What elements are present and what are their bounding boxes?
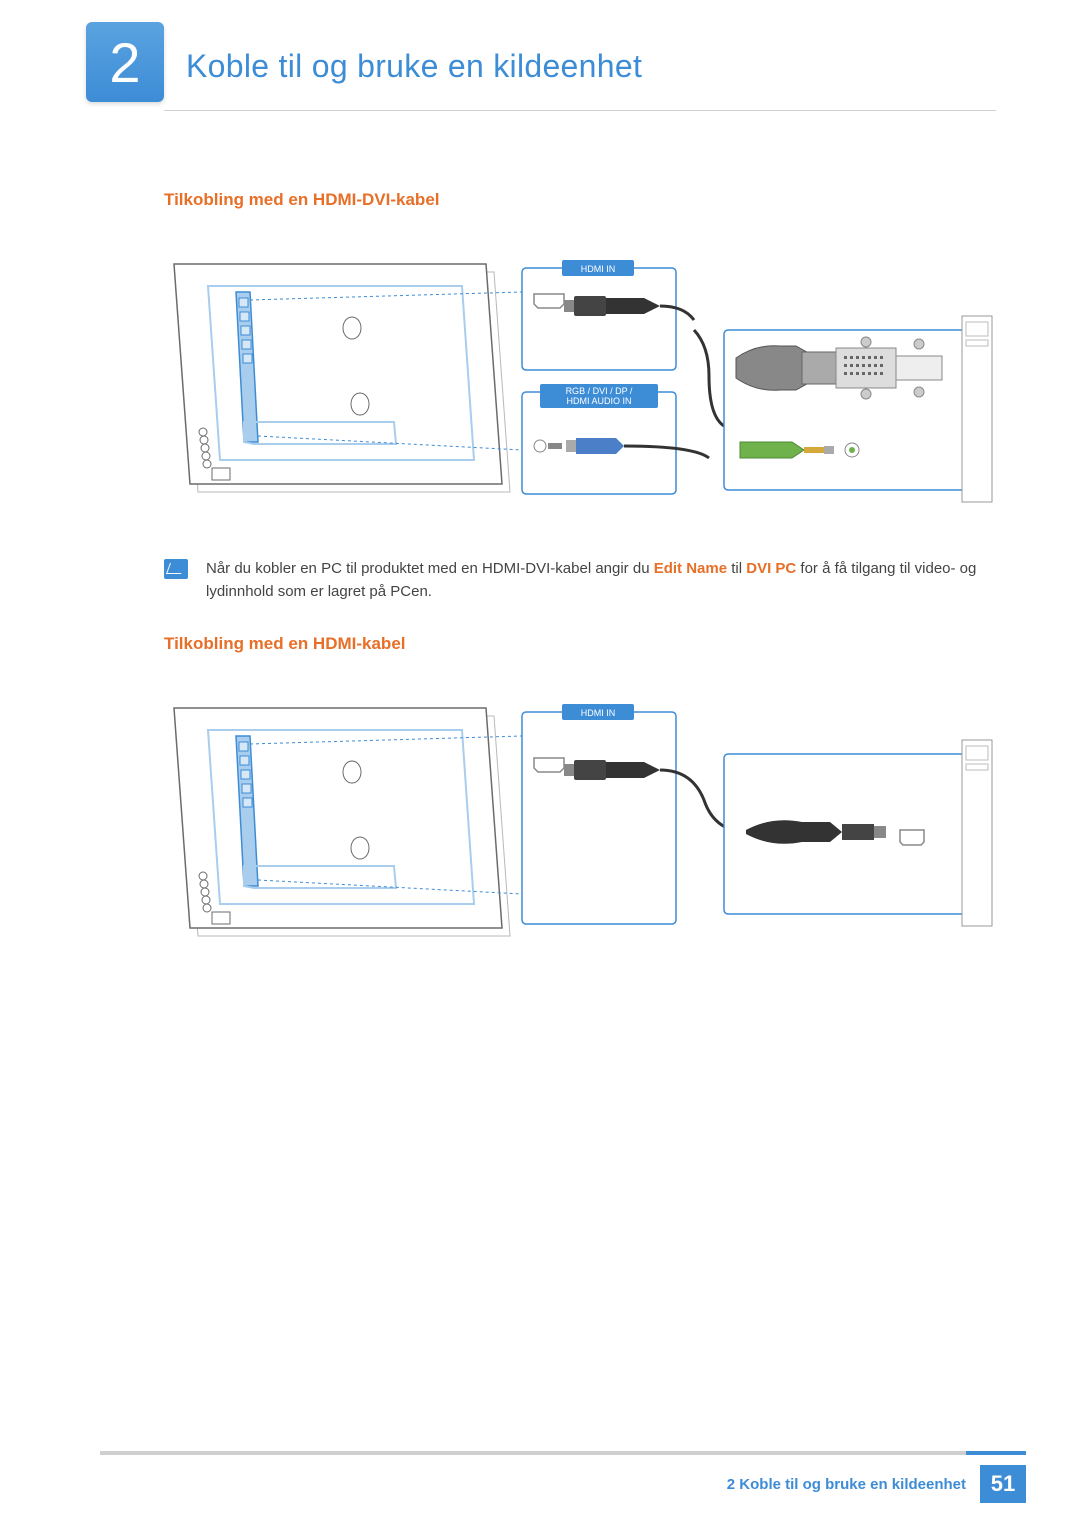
chapter-number: 2 — [109, 30, 140, 95]
header-divider — [164, 110, 996, 111]
page-content: Tilkobling med en HDMI-DVI-kabel — [164, 190, 996, 1001]
diagram-hdmi: HDMI IN — [164, 690, 996, 965]
section-heading-hdmi: Tilkobling med en HDMI-kabel — [164, 634, 996, 654]
page-number-badge: 51 — [980, 1465, 1026, 1503]
hdmi-in-label: HDMI IN — [581, 264, 616, 274]
note-icon — [164, 559, 188, 579]
audio-in-label-1: RGB / DVI / DP / — [566, 386, 633, 396]
diagram-hdmi-dvi: HDMI IN RGB / DVI / DP / HDMI AUDIO IN — [164, 246, 996, 521]
note-text: Når du kobler en PC til produktet med en… — [206, 557, 996, 604]
note-block: Når du kobler en PC til produktet med en… — [164, 557, 996, 604]
chapter-title: Koble til og bruke en kildeenhet — [186, 48, 642, 85]
page-number: 51 — [991, 1471, 1015, 1497]
hdmi-in-label-2: HDMI IN — [581, 708, 616, 718]
footer-bar — [100, 1451, 1026, 1455]
chapter-number-badge: 2 — [86, 22, 164, 102]
audio-in-label-2: HDMI AUDIO IN — [566, 396, 631, 406]
section-heading-hdmi-dvi: Tilkobling med en HDMI-DVI-kabel — [164, 190, 996, 210]
page-footer: 2 Koble til og bruke en kildeenhet 51 — [0, 1451, 1080, 1503]
footer-chapter-title: 2 Koble til og bruke en kildeenhet — [727, 1476, 966, 1493]
footer-bar-accent — [966, 1451, 1026, 1455]
